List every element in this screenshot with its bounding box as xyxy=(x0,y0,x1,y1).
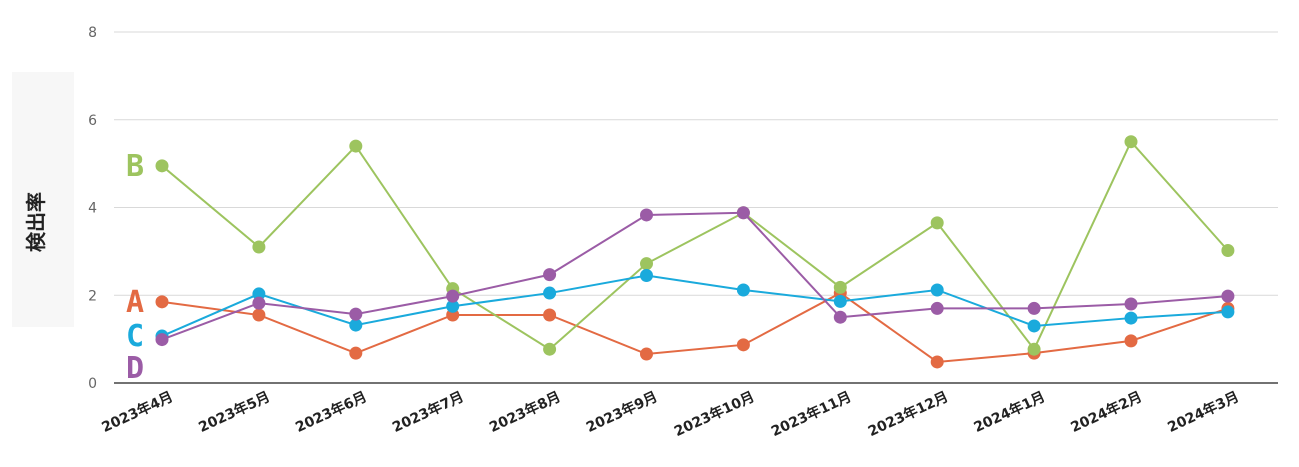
x-tick-label: 2023年4月 xyxy=(99,388,176,436)
data-point xyxy=(349,346,363,360)
series-labels: B ACD xyxy=(126,149,144,386)
x-tick-label: 2023年9月 xyxy=(583,388,660,436)
data-point xyxy=(833,280,847,294)
series-line xyxy=(161,291,1229,363)
y-tick-label: 8 xyxy=(88,25,97,41)
data-point xyxy=(543,286,557,300)
x-axis-ticks: 2023年4月 2023年5月 2023年6月 2023年7月 2023年8月 2023年… xyxy=(99,388,1242,440)
series-label-C: C xyxy=(126,319,144,354)
data-point xyxy=(155,159,169,173)
y-tick-label: 2 xyxy=(88,288,97,304)
series-line xyxy=(161,274,1228,337)
data-point xyxy=(1027,301,1041,315)
data-point xyxy=(1221,305,1235,319)
data-point xyxy=(1124,334,1138,348)
series-label-B: B xyxy=(126,149,144,184)
x-tick-label: 2023年7月 xyxy=(390,388,467,436)
data-point xyxy=(252,308,266,322)
data-point xyxy=(833,294,847,308)
data-point xyxy=(155,333,169,347)
y-axis-ticks: 0 2 4 6 8 xyxy=(88,25,97,392)
data-point xyxy=(640,208,653,222)
x-tick-label: 2024年1月 xyxy=(971,388,1048,436)
x-tick-label: 2023年11月 xyxy=(768,388,854,440)
series-label-A: A xyxy=(126,285,144,320)
data-point xyxy=(1027,319,1041,333)
grid-lines xyxy=(114,31,1278,384)
data-point xyxy=(446,289,460,303)
data-point xyxy=(833,310,847,324)
data-point xyxy=(930,355,944,369)
data-point xyxy=(252,287,266,301)
x-tick-label: 2023年6月 xyxy=(293,388,370,436)
series-line xyxy=(161,211,1228,341)
data-point xyxy=(543,308,557,322)
data-point xyxy=(1124,297,1138,311)
data-point xyxy=(930,301,944,315)
y-axis-label: 検出率 xyxy=(24,192,48,252)
x-tick-label: 2023年12月 xyxy=(865,388,951,440)
data-point xyxy=(736,206,750,220)
data-point xyxy=(1221,243,1235,257)
data-point xyxy=(349,307,363,321)
data-point xyxy=(1124,311,1138,325)
data-point xyxy=(640,257,653,271)
ylabel-panel xyxy=(12,72,74,327)
data-point xyxy=(446,299,460,313)
data-point xyxy=(252,240,266,254)
data-point xyxy=(1221,289,1235,303)
data-point xyxy=(1124,135,1138,149)
data-point xyxy=(736,338,750,352)
y-tick-label: 4 xyxy=(88,201,97,217)
data-point xyxy=(640,269,653,283)
data-point xyxy=(1027,342,1041,356)
data-point xyxy=(349,139,363,153)
x-tick-label: 2024年2月 xyxy=(1068,388,1145,436)
series-A xyxy=(155,286,1235,369)
data-point xyxy=(543,268,557,282)
x-tick-label: 2023年8月 xyxy=(487,388,564,436)
data-point xyxy=(930,216,944,230)
data-point xyxy=(736,283,750,297)
y-tick-label: 0 xyxy=(88,376,97,392)
x-tick-label: 2023年10月 xyxy=(672,388,758,440)
data-point xyxy=(930,283,944,297)
x-tick-label: 2024年3月 xyxy=(1165,388,1242,436)
data-point xyxy=(252,296,266,310)
data-point xyxy=(640,347,653,361)
data-point xyxy=(349,318,363,332)
series-line xyxy=(161,139,1229,352)
data-point xyxy=(543,342,557,356)
series-label-D: D xyxy=(126,351,144,386)
series-D xyxy=(155,206,1235,347)
y-tick-label: 6 xyxy=(88,113,97,129)
data-point xyxy=(155,295,169,309)
x-tick-label: 2023年5月 xyxy=(196,388,273,436)
series-lines xyxy=(155,135,1235,369)
